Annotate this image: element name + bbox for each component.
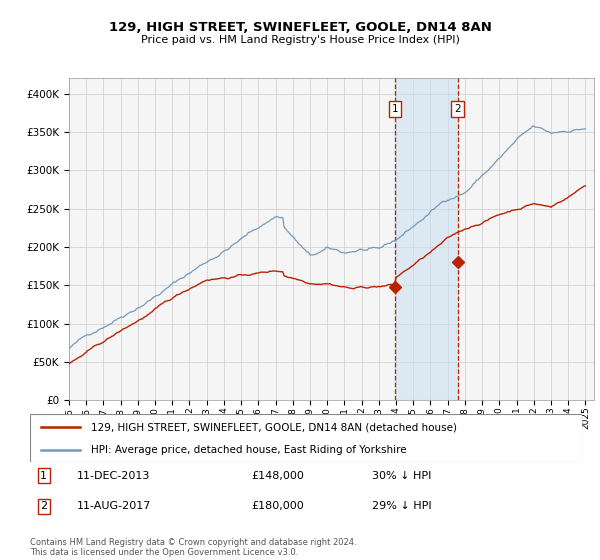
Text: 2: 2	[40, 501, 47, 511]
Text: 2: 2	[454, 104, 461, 114]
Text: 1: 1	[40, 470, 47, 480]
Text: 30% ↓ HPI: 30% ↓ HPI	[372, 470, 431, 480]
Text: Price paid vs. HM Land Registry's House Price Index (HPI): Price paid vs. HM Land Registry's House …	[140, 35, 460, 45]
Text: 1: 1	[392, 104, 398, 114]
Text: 129, HIGH STREET, SWINEFLEET, GOOLE, DN14 8AN: 129, HIGH STREET, SWINEFLEET, GOOLE, DN1…	[109, 21, 491, 34]
Text: 11-DEC-2013: 11-DEC-2013	[77, 470, 150, 480]
Text: 129, HIGH STREET, SWINEFLEET, GOOLE, DN14 8AN (detached house): 129, HIGH STREET, SWINEFLEET, GOOLE, DN1…	[91, 422, 457, 432]
Bar	[395, 78, 458, 400]
Text: 11-AUG-2017: 11-AUG-2017	[77, 501, 151, 511]
Text: £148,000: £148,000	[251, 470, 304, 480]
Text: £180,000: £180,000	[251, 501, 304, 511]
Text: 29% ↓ HPI: 29% ↓ HPI	[372, 501, 432, 511]
Text: Contains HM Land Registry data © Crown copyright and database right 2024.
This d: Contains HM Land Registry data © Crown c…	[30, 538, 356, 557]
Text: HPI: Average price, detached house, East Riding of Yorkshire: HPI: Average price, detached house, East…	[91, 445, 406, 455]
